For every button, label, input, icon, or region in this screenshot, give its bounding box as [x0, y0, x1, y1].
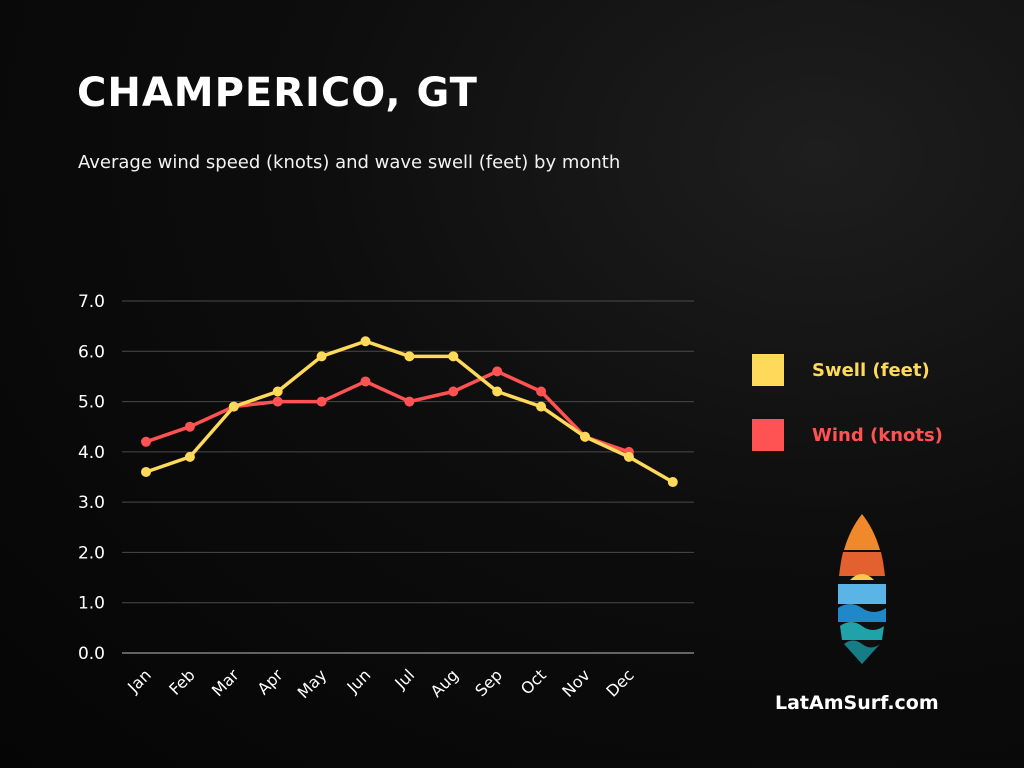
- x-tick-label: Apr: [254, 665, 287, 698]
- x-tick-label: Jun: [343, 665, 375, 697]
- legend-item-swell: Swell (feet): [752, 353, 930, 387]
- legend-label-swell: Swell (feet): [812, 359, 930, 381]
- data-point-swell: [667, 477, 678, 488]
- chart-subtitle: Average wind speed (knots) and wave swel…: [78, 152, 621, 173]
- y-tick-label: 4.0: [78, 443, 105, 463]
- data-point-swell: [228, 401, 239, 412]
- data-point-swell: [492, 386, 503, 397]
- data-point-wind: [184, 421, 195, 432]
- x-tick-label: Jan: [123, 665, 155, 697]
- legend-label-wind: Wind (knots): [812, 424, 943, 446]
- x-tick-label: Dec: [602, 665, 637, 700]
- y-tick-label: 1.0: [78, 594, 105, 614]
- y-tick-label: 2.0: [78, 543, 105, 563]
- data-point-wind: [404, 396, 415, 407]
- data-point-swell: [184, 451, 195, 462]
- data-point-swell: [360, 336, 371, 347]
- y-tick-label: 6.0: [78, 342, 105, 362]
- data-point-wind: [360, 376, 371, 387]
- data-point-swell: [580, 431, 590, 442]
- site-url: LatAmSurf.com: [775, 692, 939, 714]
- y-axis-ticks: 0.0 1.0 2.0 3.0 4.0 5.0 6.0 7.0: [78, 292, 105, 664]
- data-point-wind: [536, 386, 547, 397]
- data-point-swell: [316, 351, 327, 362]
- data-point-swell: [623, 451, 634, 462]
- chart-series: [141, 336, 678, 488]
- data-point-wind: [316, 396, 327, 407]
- data-point-swell: [448, 351, 459, 362]
- data-point-swell: [272, 386, 283, 397]
- data-point-wind: [141, 436, 151, 447]
- x-tick-label: Sep: [471, 665, 506, 700]
- y-tick-label: 3.0: [78, 493, 105, 513]
- x-tick-label: Aug: [427, 665, 463, 701]
- legend-swatch-swell: [752, 354, 784, 386]
- x-tick-label: Nov: [558, 665, 594, 701]
- x-tick-label: Jul: [390, 665, 418, 693]
- data-point-swell: [141, 466, 151, 477]
- data-point-swell: [404, 351, 415, 362]
- legend-item-wind: Wind (knots): [752, 418, 943, 452]
- data-point-wind: [272, 396, 283, 407]
- surfboard-logo-icon: [838, 514, 886, 664]
- x-axis-ticks: Jan Feb Mar Apr May Jun Jul Aug Sep Oct Nov Dec: [123, 665, 637, 702]
- x-tick-label: May: [294, 665, 331, 702]
- data-point-wind: [492, 366, 503, 377]
- y-tick-label: 7.0: [78, 292, 105, 312]
- series-line-wind: [145, 369, 630, 454]
- page-title: CHAMPERICO, GT: [77, 70, 478, 116]
- x-tick-label: Mar: [208, 665, 243, 700]
- x-tick-label: Feb: [165, 665, 198, 698]
- y-tick-label: 0.0: [78, 644, 105, 664]
- y-tick-label: 5.0: [78, 393, 105, 413]
- data-point-wind: [448, 386, 459, 397]
- x-tick-label: Oct: [517, 665, 550, 698]
- data-point-swell: [536, 401, 547, 412]
- legend-swatch-wind: [752, 419, 784, 451]
